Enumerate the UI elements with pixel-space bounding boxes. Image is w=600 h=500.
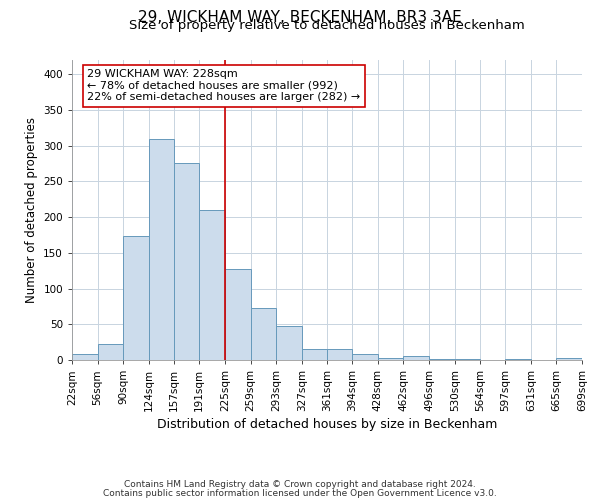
Bar	[72, 354, 98, 360]
Bar	[429, 358, 455, 360]
Bar	[251, 308, 276, 360]
Bar	[149, 140, 173, 360]
Bar	[276, 326, 302, 360]
Bar	[199, 210, 225, 360]
Bar	[378, 358, 403, 360]
Bar	[123, 236, 149, 360]
Bar	[352, 354, 378, 360]
Bar	[403, 356, 429, 360]
Bar	[328, 348, 352, 360]
Bar	[556, 358, 582, 360]
Title: Size of property relative to detached houses in Beckenham: Size of property relative to detached ho…	[129, 20, 525, 32]
Y-axis label: Number of detached properties: Number of detached properties	[25, 117, 38, 303]
Text: Contains public sector information licensed under the Open Government Licence v3: Contains public sector information licen…	[103, 488, 497, 498]
Bar	[98, 344, 123, 360]
Text: Contains HM Land Registry data © Crown copyright and database right 2024.: Contains HM Land Registry data © Crown c…	[124, 480, 476, 489]
Bar	[225, 270, 251, 360]
Bar	[302, 348, 328, 360]
Text: 29 WICKHAM WAY: 228sqm
← 78% of detached houses are smaller (992)
22% of semi-de: 29 WICKHAM WAY: 228sqm ← 78% of detached…	[88, 69, 361, 102]
Bar	[173, 163, 199, 360]
Text: 29, WICKHAM WAY, BECKENHAM, BR3 3AE: 29, WICKHAM WAY, BECKENHAM, BR3 3AE	[138, 10, 462, 25]
X-axis label: Distribution of detached houses by size in Beckenham: Distribution of detached houses by size …	[157, 418, 497, 431]
